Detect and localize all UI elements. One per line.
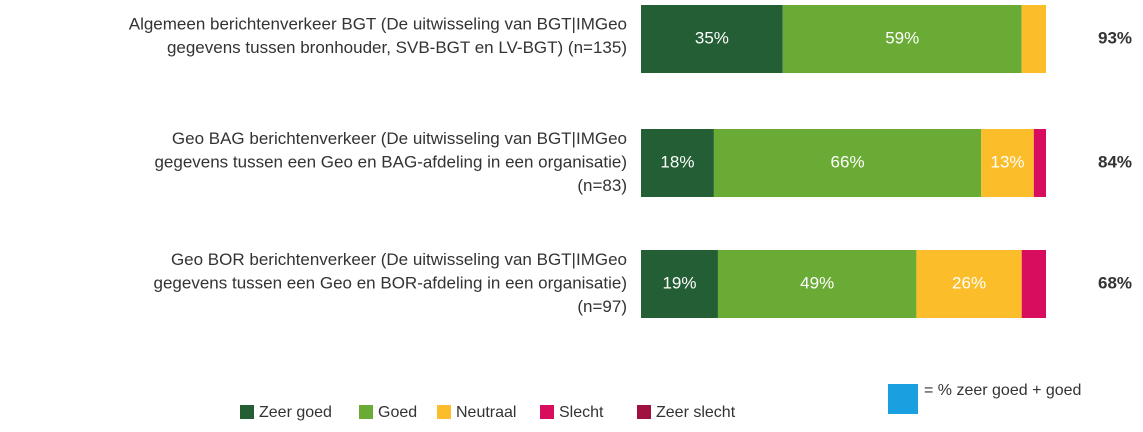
legend-swatch: [359, 405, 373, 419]
bar-segment: [713, 129, 982, 197]
legend-swatch: [637, 405, 651, 419]
legend-text: Slecht: [559, 404, 604, 421]
legend-text: Zeer goed: [259, 404, 332, 421]
category-label: gegevens tussen een Geo en BAG-afdeling …: [154, 152, 627, 171]
bar-segment: [641, 5, 783, 73]
legend-swatch: [240, 405, 254, 419]
value-label: 13%: [991, 152, 1025, 171]
category-label: Geo BAG berichtenverkeer (De uitwisselin…: [172, 129, 627, 148]
bar-segment: [1033, 129, 1046, 197]
value-label: 49%: [800, 273, 834, 292]
bar-segment: [641, 129, 714, 197]
total-legend-text: = % zeer goed + goed: [924, 382, 1081, 399]
value-label: 35%: [695, 28, 729, 47]
value-label: 66%: [831, 152, 865, 171]
bar-segment: [981, 129, 1034, 197]
category-label: gegevens tussen bronhouder, SVB-BGT en L…: [167, 38, 627, 57]
category-label: (n=83): [577, 176, 627, 195]
bar-segment: [916, 250, 1022, 318]
value-label: 26%: [952, 273, 986, 292]
value-label: 59%: [885, 28, 919, 47]
total-legend-swatch: [888, 384, 918, 414]
bar-segment: [641, 250, 718, 318]
legend-text: Goed: [378, 404, 417, 421]
legend-text: Zeer slecht: [656, 404, 736, 421]
legend-text: Neutraal: [456, 404, 516, 421]
legend-swatch: [540, 405, 554, 419]
bar-segment: [782, 5, 1022, 73]
category-label: Algemeen berichtenverkeer BGT (De uitwis…: [129, 15, 627, 34]
bar-segment: [717, 250, 917, 318]
category-label: Geo BOR berichtenverkeer (De uitwisselin…: [171, 250, 627, 269]
total-label: 68%: [1098, 273, 1132, 292]
value-label: 19%: [662, 273, 696, 292]
category-label: gegevens tussen een Geo en BOR-afdeling …: [154, 273, 627, 292]
total-label: 84%: [1098, 152, 1132, 171]
bar-segment: [1021, 5, 1046, 73]
value-label: 18%: [660, 152, 694, 171]
total-label: 93%: [1098, 28, 1132, 47]
legend-swatch: [437, 405, 451, 419]
bar-segment: [1021, 250, 1046, 318]
category-label: (n=97): [577, 297, 627, 316]
